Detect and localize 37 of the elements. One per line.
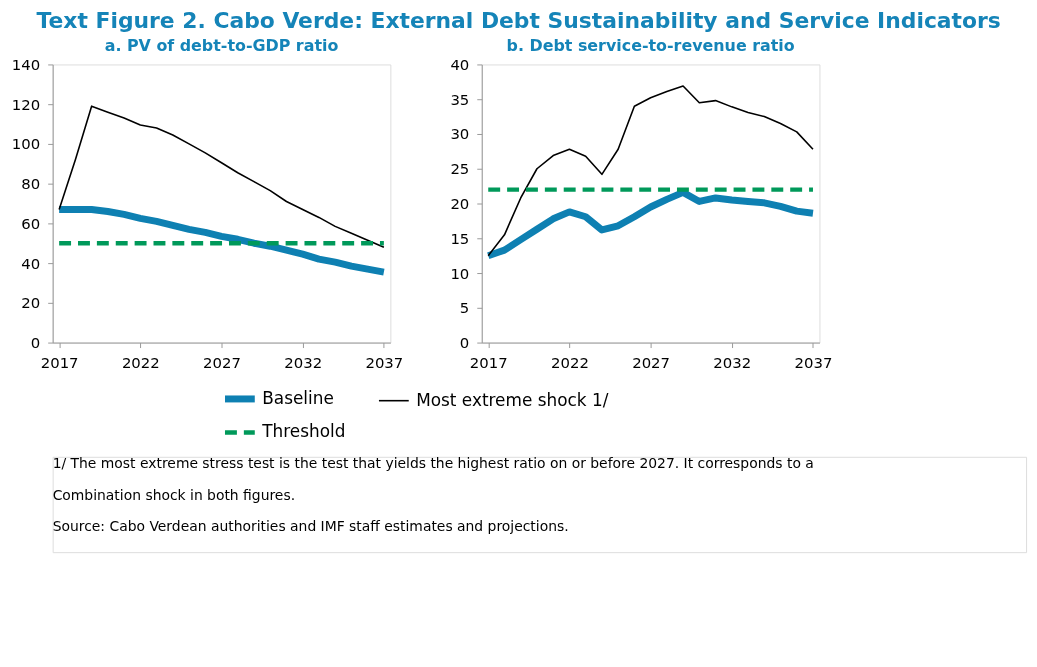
x-tick-label: 2027 — [203, 353, 241, 372]
y-tick-label: 40 — [21, 254, 41, 273]
x-tick-label: 2022 — [121, 353, 160, 372]
y-tick-label: 30 — [450, 125, 470, 144]
y-tick-label: 120 — [11, 95, 41, 114]
x-tick-label: 2037 — [365, 353, 404, 372]
x-tick-label: 2032 — [284, 353, 323, 372]
legend-label: Most extreme shock 1/ — [416, 389, 609, 410]
y-tick-label: 40 — [450, 55, 470, 74]
y-tick-label: 80 — [21, 175, 41, 194]
text: 1/ The most extreme stress test is the test that yields the highest ratio on or before 2027. It corresponds to a Combination shock in both figures. — [52, 454, 814, 503]
source-note: Source: Cabo Verdean authorities and IMF staff estimates and projections. — [52, 518, 569, 535]
legend-label: Threshold — [261, 421, 346, 442]
y-tick-label: 60 — [21, 214, 41, 233]
x-tick-label: 2017 — [40, 353, 79, 372]
y-tick-label: 100 — [11, 135, 41, 154]
y-tick-label: 35 — [450, 90, 470, 109]
x-tick-label: 2027 — [632, 353, 671, 372]
y-tick-label: 0 — [459, 334, 470, 353]
y-tick-label: 25 — [450, 160, 470, 179]
text: Text Figure 2. Cabo Verde: External Debt Sustainability and Service Indicators — [36, 8, 1001, 34]
x-tick-label: 2037 — [794, 353, 833, 372]
y-tick-label: 15 — [450, 229, 470, 248]
y-tick-label: 10 — [450, 264, 470, 283]
x-tick-label: 2017 — [469, 353, 508, 372]
y-tick-label: 5 — [459, 299, 470, 318]
y-tick-label: 20 — [21, 294, 41, 313]
y-tick-label: 140 — [11, 55, 41, 74]
line-series — [58, 105, 385, 249]
y-tick-label: 20 — [450, 194, 470, 213]
y-tick-label: 0 — [30, 334, 41, 353]
x-tick-label: 2032 — [713, 353, 752, 372]
x-tick-label: 2022 — [550, 353, 589, 372]
line-series — [487, 85, 814, 257]
chart-title: b. Debt service-to-revenue ratio — [506, 35, 795, 55]
legend-label: Baseline — [262, 387, 334, 408]
chart-title: a. PV of debt-to-GDP ratio — [104, 35, 339, 55]
